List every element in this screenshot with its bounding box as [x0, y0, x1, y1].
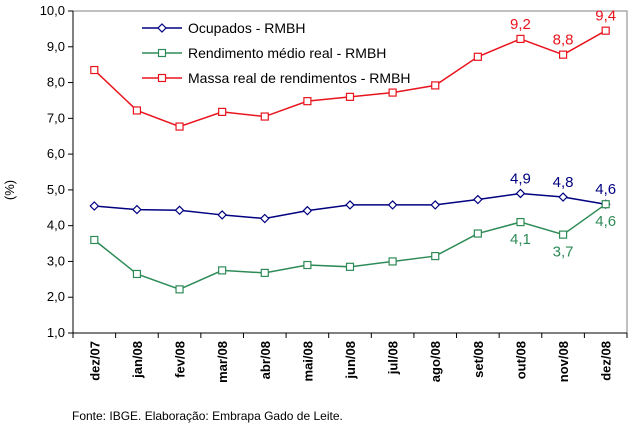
data-label: 4,8: [553, 174, 574, 191]
y-tick-label: 10,0: [40, 3, 65, 18]
legend-label: Massa real de rendimentos - RMBH: [188, 70, 411, 86]
data-label: 3,7: [553, 244, 574, 261]
y-tick-label: 6,0: [47, 146, 65, 161]
data-labels: 4,9 4,8 4,6 4,1 3,7 4,6 9,2 8,8 9,4: [510, 8, 616, 261]
data-point: [430, 200, 441, 210]
data-point: [175, 122, 184, 131]
data-label: 8,8: [553, 32, 574, 49]
x-tick-label: jan/08: [130, 341, 145, 379]
y-tick-label: 3,0: [47, 253, 65, 268]
data-point: [472, 194, 483, 205]
data-point: [157, 23, 167, 33]
series-2: [90, 26, 610, 131]
series-0: [89, 188, 611, 224]
data-point: [345, 200, 355, 210]
data-point: [473, 229, 482, 238]
source-note: Fonte: IBGE. Elaboração: Embrapa Gado de…: [72, 409, 343, 423]
x-tick-label: abr/08: [258, 341, 273, 379]
data-point: [89, 201, 100, 211]
data-point: [90, 235, 99, 245]
legend-label: Rendimento médio real - RMBH: [188, 45, 386, 61]
data-point: [260, 112, 269, 121]
x-tick-label: fev/08: [173, 341, 188, 378]
data-point: [218, 107, 227, 116]
data-point: [515, 188, 526, 199]
data-point: [175, 285, 184, 294]
y-tick-label: 2,0: [47, 289, 65, 304]
data-point: [516, 34, 525, 44]
data-label: 4,6: [595, 213, 616, 230]
y-axis-label: (%): [2, 180, 17, 200]
legend-label: Ocupados - RMBH: [188, 20, 305, 36]
data-point: [345, 92, 355, 101]
x-tick-label: mai/08: [300, 341, 315, 381]
data-point: [157, 48, 167, 58]
legend-entry: Rendimento médio real - RMBH: [142, 45, 386, 61]
data-point: [558, 50, 568, 59]
y-tick-label: 8,0: [47, 75, 65, 90]
data-label: 4,9: [510, 170, 531, 187]
axes: 1,0 2,0 3,0 4,0 5,0 6,0 7,0 8,0 9,0 10,0 dez/07 jan…: [40, 3, 628, 383]
data-point: [303, 260, 312, 270]
data-point: [388, 88, 397, 97]
x-tick-label: mar/08: [215, 341, 230, 383]
data-point: [601, 200, 610, 209]
data-point: [473, 52, 482, 61]
data-point: [132, 269, 142, 279]
y-tick-label: 7,0: [47, 110, 65, 125]
data-point: [387, 200, 398, 210]
data-point: [132, 204, 142, 215]
x-tick-label: jul/08: [386, 341, 401, 375]
data-point: [132, 106, 142, 115]
data-point: [90, 65, 99, 75]
x-tick-label: jun/08: [343, 341, 358, 380]
y-tick-label: 4,0: [47, 218, 65, 233]
data-label: 4,6: [595, 181, 616, 198]
series-1: [90, 200, 610, 294]
data-point: [260, 268, 269, 277]
x-tick-label: ago/08: [428, 341, 443, 382]
x-tick-label: nov/08: [556, 341, 571, 382]
data-point: [217, 210, 228, 220]
data-point: [303, 97, 312, 106]
series-lines: [89, 26, 611, 294]
data-label: 9,4: [595, 8, 616, 25]
x-tick-label: dez/07: [87, 341, 102, 381]
data-point: [302, 205, 313, 216]
legend-entry: Ocupados - RMBH: [142, 20, 305, 36]
x-tick-label: out/08: [513, 341, 528, 379]
legend: Ocupados - RMBH Rendimento médio real - R…: [142, 20, 411, 86]
data-label: 4,1: [510, 231, 531, 248]
data-point: [388, 257, 397, 266]
data-point: [516, 217, 525, 227]
data-point: [431, 251, 440, 261]
data-point: [558, 230, 568, 239]
data-point: [431, 81, 440, 90]
data-point: [345, 262, 355, 271]
data-point: [157, 73, 167, 83]
y-tick-label: 9,0: [47, 39, 65, 54]
y-tick-label: 5,0: [47, 182, 65, 197]
x-tick-label: set/08: [471, 341, 486, 378]
x-tick-label: dez/08: [599, 341, 614, 381]
data-point: [601, 26, 610, 35]
data-point: [174, 205, 185, 216]
data-point: [259, 213, 270, 224]
data-point: [218, 266, 227, 275]
y-tick-label: 1,0: [47, 325, 65, 340]
data-point: [558, 192, 568, 202]
data-label: 9,2: [510, 16, 531, 33]
legend-entry: Massa real de rendimentos - RMBH: [142, 70, 411, 86]
